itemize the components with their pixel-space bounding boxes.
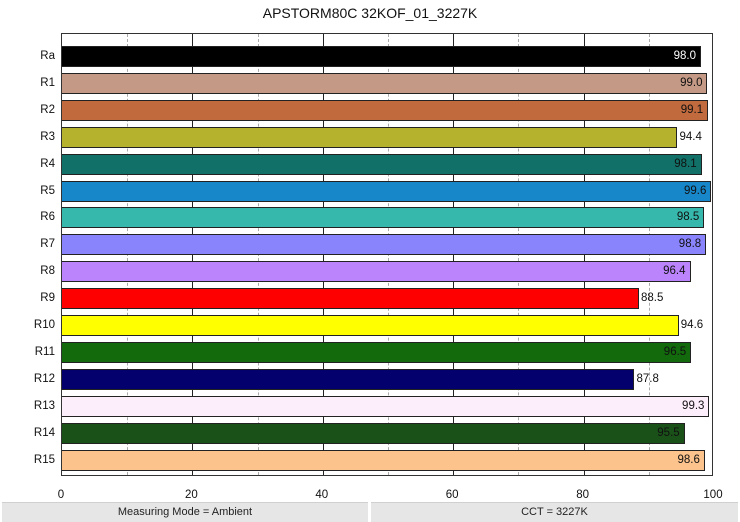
- value-label: 99.6: [684, 184, 707, 197]
- y-label-r7: R7: [40, 238, 55, 251]
- value-label: 94.6: [680, 319, 704, 331]
- y-label-r14: R14: [33, 426, 55, 439]
- bar-r9: [62, 288, 640, 310]
- bar-r10: [62, 315, 679, 336]
- value-label: 95.5: [657, 426, 680, 439]
- bar-r15: [62, 449, 705, 471]
- value-label: 98.8: [678, 238, 702, 251]
- value-label: 88.5: [641, 292, 664, 305]
- value-label: 99.0: [680, 76, 703, 89]
- x-tick-label: 80: [576, 489, 589, 501]
- value-label: 94.4: [679, 130, 702, 143]
- bar-r4: [62, 153, 702, 175]
- value-label: 99.1: [680, 103, 704, 116]
- y-label-r2: R2: [40, 103, 55, 116]
- y-label-r11: R11: [34, 345, 55, 358]
- y-label-r13: R13: [33, 399, 55, 412]
- bar-r5: [62, 180, 712, 202]
- y-label-r6: R6: [40, 211, 55, 224]
- bar-r8: [62, 261, 691, 283]
- measuring-mode-label: Measuring Mode = Ambient: [2, 502, 368, 522]
- bar-r13: [62, 395, 710, 417]
- bar-r14: [62, 422, 685, 444]
- value-label: 98.1: [674, 157, 697, 170]
- value-label: 99.3: [682, 399, 705, 412]
- bar-r11: [62, 341, 692, 363]
- value-label: 98.0: [673, 50, 696, 62]
- value-label: 98.5: [676, 211, 700, 224]
- bar-ra: [62, 46, 701, 67]
- y-label-ra: Ra: [40, 50, 55, 62]
- y-label-r1: R1: [40, 76, 55, 89]
- bar-r7: [62, 234, 707, 256]
- x-tick-label: 40: [315, 489, 329, 501]
- x-tick-label: 60: [445, 489, 459, 501]
- y-label-r15: R15: [33, 453, 55, 466]
- bar-r12: [62, 368, 635, 390]
- bar-r6: [62, 207, 705, 229]
- x-tick-label: 0: [57, 489, 65, 501]
- y-label-r5: R5: [40, 184, 55, 197]
- plot-area: 98.0 99.0 99.1 94.4 98.1 99.6 98.5 98.8 96.4 88.5…: [61, 33, 713, 476]
- x-tick-label: 20: [184, 489, 198, 501]
- bar-r3: [62, 126, 678, 148]
- cct-label: CCT = 3227K: [371, 502, 738, 522]
- y-label-r12: R12: [33, 372, 55, 385]
- x-tick-label: 100: [703, 489, 723, 501]
- bar-r2: [62, 99, 709, 121]
- value-label: 98.6: [677, 453, 700, 466]
- value-label: 87.8: [636, 372, 659, 385]
- chart-title: APSTORM80C 32KOF_01_3227K: [262, 5, 478, 21]
- y-label-r3: R3: [40, 130, 55, 143]
- value-label: 96.5: [663, 345, 687, 358]
- y-label-r8: R8: [40, 265, 55, 278]
- y-label-r9: R9: [40, 292, 55, 305]
- y-label-r4: R4: [40, 157, 55, 170]
- value-label: 96.4: [663, 265, 686, 278]
- y-label-r10: R10: [33, 319, 55, 331]
- bar-r1: [62, 72, 708, 94]
